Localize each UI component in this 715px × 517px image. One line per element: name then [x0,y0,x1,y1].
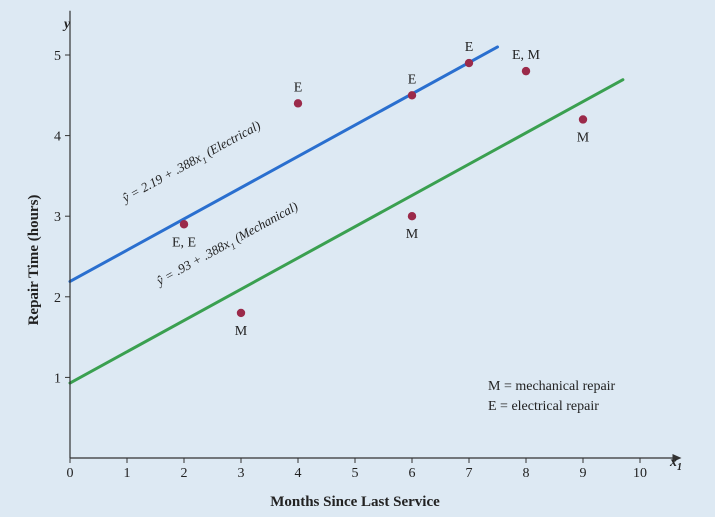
x-axis-arrow [672,454,682,462]
data-point [293,99,303,108]
y-tick-label: 4 [54,130,61,145]
legend-electrical: E = electrical repair [488,399,599,414]
data-point-label: E [408,72,417,87]
data-point-label: E, E [172,235,196,250]
data-point [464,58,474,68]
data-point-label: E [465,40,474,55]
y-axis-title: Repair Time (hours) [26,195,42,326]
data-point-label: M [577,130,590,145]
x-tick-label: 6 [409,466,416,481]
data-point [578,115,588,124]
legend-mechanical: M = mechanical repair [488,379,616,394]
x-tick-label: 3 [238,466,245,481]
regression-line-0 [68,45,499,283]
x-tick-label: 1 [124,466,131,481]
x-tick-label: 9 [580,466,587,481]
data-point [407,91,417,100]
x-axis-title: Months Since Last Service [270,494,440,510]
data-point-label: M [406,227,419,242]
data-point-label: E [294,80,303,95]
y-tick-label: 3 [54,210,61,225]
x-tick-label: 5 [352,466,359,481]
y-tick-label: 1 [54,371,61,386]
regression-equation-0: ŷ = 2.19 + .388x1 (Electrical) [118,117,265,208]
y-tick-label: 2 [54,291,61,306]
data-point [407,212,417,221]
x-tick-label: 4 [295,466,302,481]
data-point-label: E, M [512,48,541,63]
x-tick-label: 2 [181,466,188,481]
data-point [521,66,531,76]
data-point-label: M [235,324,248,339]
x-axis-variable: x1 [669,455,682,473]
y-axis-variable: y [62,17,71,32]
data-point [236,308,246,318]
x-tick-label: 7 [466,466,473,481]
y-tick-label: 5 [54,49,61,64]
x-tick-label: 10 [633,466,647,481]
data-point [179,220,189,229]
x-tick-label: 0 [67,466,74,481]
regression-line-1 [68,78,625,385]
x-tick-label: 8 [523,466,530,481]
